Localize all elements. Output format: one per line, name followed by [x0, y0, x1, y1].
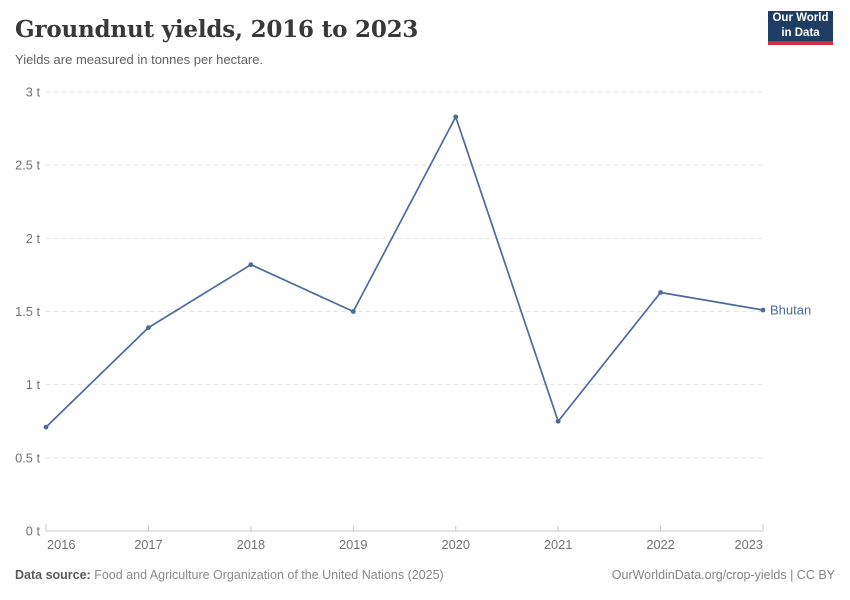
data-point[interactable]	[350, 309, 356, 314]
chart-subtitle: Yields are measured in tonnes per hectar…	[15, 52, 264, 67]
y-tick-label: 3 t	[26, 85, 41, 100]
data-point[interactable]	[555, 418, 561, 424]
x-tick-label: 2022	[646, 537, 674, 552]
y-tick-label: 1.5 t	[15, 304, 40, 319]
chart-footer: Data source: Food and Agriculture Organi…	[15, 568, 835, 582]
x-tick-label: 2023	[735, 537, 763, 552]
series-end-label[interactable]: Bhutan	[770, 303, 811, 318]
data-point[interactable]	[146, 325, 151, 330]
y-tick-label: 0 t	[26, 524, 41, 539]
owid-logo-line2: in Data	[781, 27, 820, 39]
y-tick-label: 1 t	[26, 377, 41, 392]
x-tick-label: 2018	[237, 537, 265, 552]
data-point[interactable]	[658, 290, 663, 295]
y-tick-label: 2.5 t	[15, 158, 40, 173]
data-source: Data source: Food and Agriculture Organi…	[15, 568, 444, 582]
data-point[interactable]	[760, 307, 766, 313]
data-source-label: Data source:	[15, 568, 91, 582]
x-tick-label: 2021	[544, 537, 572, 552]
owid-logo[interactable]: Our World in Data	[768, 11, 833, 45]
credit-link[interactable]: OurWorldinData.org/crop-yields | CC BY	[611, 568, 835, 582]
data-point[interactable]	[453, 114, 459, 120]
x-tick-label: 2017	[134, 537, 162, 552]
y-tick-label: 0.5 t	[15, 450, 40, 465]
x-tick-label: 2020	[441, 537, 469, 552]
data-point[interactable]	[43, 424, 49, 430]
data-point[interactable]	[248, 262, 254, 268]
y-tick-label: 2 t	[26, 231, 41, 246]
x-tick-label: 2016	[47, 537, 75, 552]
series-line-bhutan	[45, 116, 764, 428]
owid-logo-line1: Our World	[772, 12, 829, 25]
page-title: Groundnut yields, 2016 to 2023	[15, 16, 419, 43]
x-tick-label: 2019	[339, 537, 367, 552]
data-source-text: Food and Agriculture Organization of the…	[90, 568, 444, 582]
